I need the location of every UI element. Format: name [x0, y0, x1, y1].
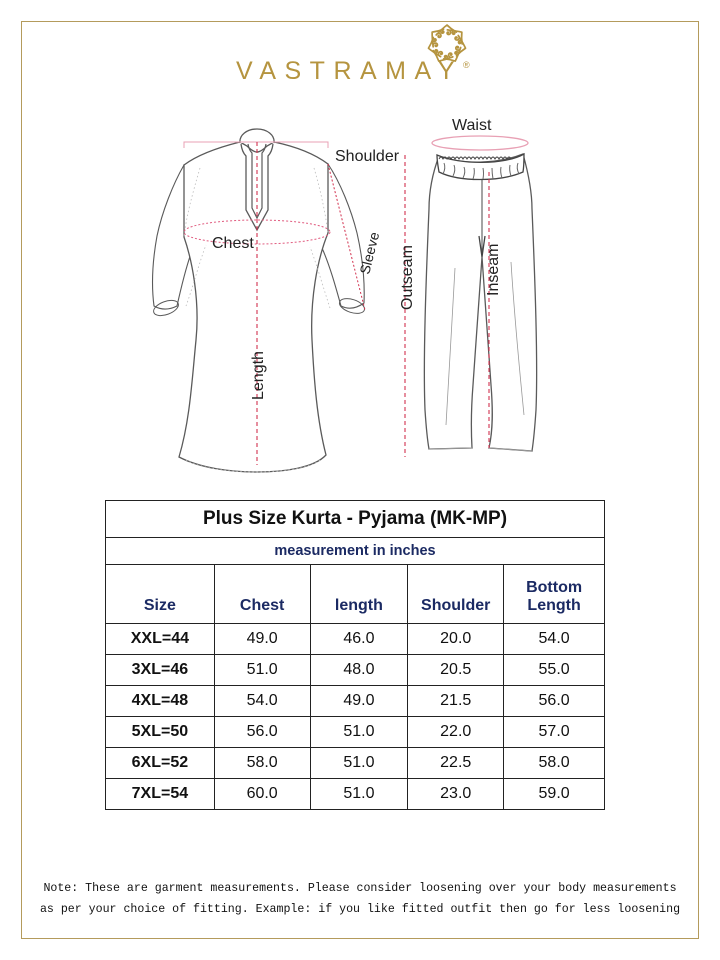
svg-text:Inseam: Inseam [485, 244, 502, 296]
svg-text:Length: Length [250, 351, 267, 400]
svg-text:Shoulder: Shoulder [335, 148, 400, 165]
svg-text:Chest: Chest [212, 235, 254, 252]
svg-text:Sleeve: Sleeve [356, 230, 382, 276]
svg-text:Waist: Waist [452, 117, 492, 134]
svg-text:Outseam: Outseam [399, 245, 416, 310]
